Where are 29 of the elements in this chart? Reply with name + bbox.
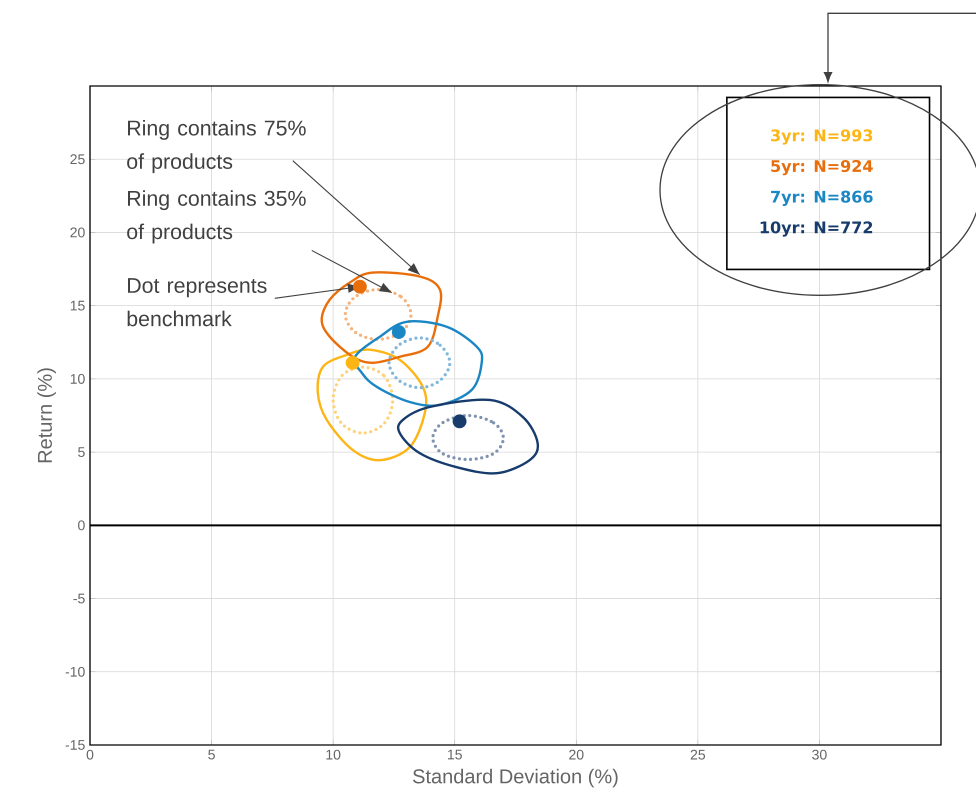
x-tick-label: 20 (569, 750, 584, 760)
y-tick-label: -5 (73, 594, 85, 604)
text: 5yr: N=924 (771, 160, 873, 176)
y-tick-label: 10 (70, 374, 85, 384)
x-tick-label: 25 (690, 750, 706, 760)
text: 10yr: N=772 (760, 221, 872, 237)
y-tick-label: 0 (78, 520, 85, 530)
text: 3yr: N=993 (771, 129, 872, 145)
text: 7yr: N=866 (771, 190, 873, 206)
y-tick-label: 5 (78, 447, 85, 457)
point (346, 356, 360, 370)
y-tick-label: -10 (66, 666, 85, 677)
y-tick-label: -15 (66, 740, 85, 750)
annotation: Dot represents benchmark (128, 278, 267, 326)
x-tick-label: 15 (448, 750, 462, 760)
x-tick-label: 10 (326, 750, 340, 760)
x-tick-label: 30 (812, 750, 827, 760)
point (452, 414, 467, 428)
x-axis-title: Standard Deviation (%) (413, 768, 618, 788)
y-axis-title: Return (%) (37, 368, 56, 462)
annotation: Ring contains 75% of products (127, 120, 306, 174)
y-tick-label: 25 (70, 154, 85, 164)
x-tick-label: 0 (86, 750, 94, 760)
y-tick-label: 20 (70, 227, 85, 238)
point (352, 280, 367, 294)
point (392, 325, 406, 339)
x-tick-label: 5 (208, 750, 215, 760)
annotation: Ring contains 35% of products (127, 190, 306, 244)
y-tick-label: 15 (70, 300, 85, 311)
